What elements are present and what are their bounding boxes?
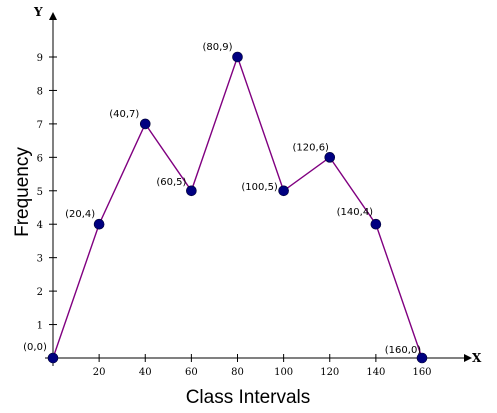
data-point — [416, 352, 428, 364]
y-tick-label: 9 — [37, 53, 43, 64]
data-point — [278, 185, 289, 197]
y-tick-label: 4 — [37, 220, 43, 231]
y-axis-arrow — [49, 12, 57, 20]
y-axis-letter: Y — [33, 5, 43, 19]
y-axis-title: Frequency — [12, 147, 33, 237]
point-label: (100,5) — [241, 182, 278, 193]
y-tick-label: 3 — [37, 254, 43, 265]
ticks: 20 40 60 80 100 120 140 160 1 2 3 4 5 6 7 8 9 — [37, 53, 432, 378]
data-point — [324, 152, 336, 163]
series — [47, 51, 428, 364]
point-label: (40,7) — [109, 109, 139, 120]
x-tick-label: 100 — [274, 367, 293, 378]
x-tick-label: 120 — [320, 367, 339, 378]
data-point — [232, 51, 243, 63]
x-tick-label: 160 — [412, 367, 431, 378]
x-tick-label: 20 — [93, 367, 106, 378]
x-tick-label: 80 — [231, 367, 244, 378]
labels: (0,0) (20,4) (40,7) (60,5) (80,9) (100,5) (120… — [23, 42, 421, 356]
point-label: (60,5) — [156, 177, 186, 188]
point-label: (120,6) — [293, 142, 330, 153]
y-tick-label: 7 — [37, 120, 43, 131]
x-tick-label: 140 — [366, 367, 385, 378]
point-label: (140,4) — [337, 207, 374, 218]
y-tick-label: 5 — [37, 187, 43, 198]
point-label: (20,4) — [65, 209, 95, 220]
point-label: (0,0) — [23, 342, 47, 353]
data-point — [139, 118, 151, 130]
x-tick-label: 60 — [185, 367, 198, 378]
data-point — [47, 352, 59, 364]
y-tick-label: 2 — [37, 287, 43, 298]
data-point — [186, 185, 197, 197]
point-label: (80,9) — [202, 42, 232, 53]
x-axis-letter: X — [472, 351, 482, 365]
point-label: (160,0) — [385, 345, 422, 356]
y-tick-label: 6 — [37, 153, 43, 164]
axes — [45, 12, 472, 366]
x-axis-title: Class Intervals — [186, 387, 311, 408]
x-tick-label: 40 — [139, 367, 152, 378]
x-axis-arrow — [464, 354, 472, 362]
y-tick-label: 1 — [37, 321, 43, 332]
data-point — [370, 218, 382, 230]
data-point — [93, 218, 105, 230]
y-tick-label: 8 — [37, 86, 43, 97]
